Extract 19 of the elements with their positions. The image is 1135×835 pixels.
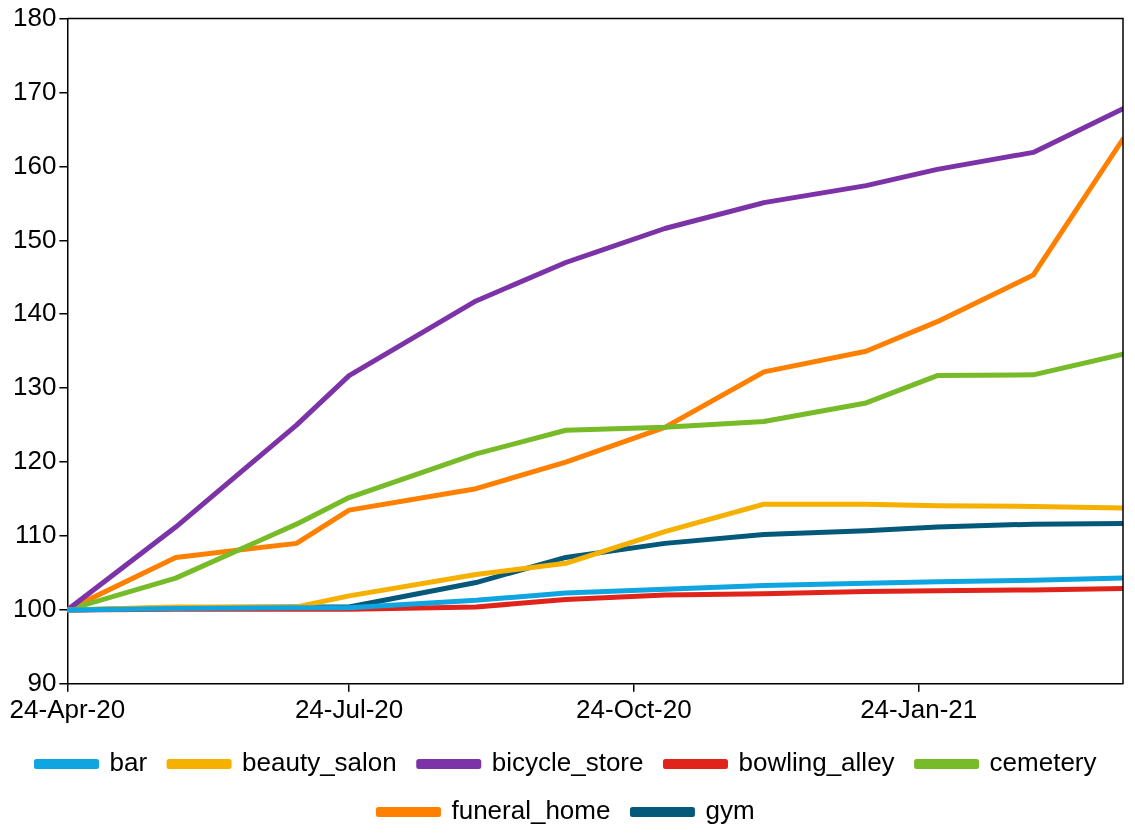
legend-label: bowling_alley bbox=[738, 747, 895, 778]
x-tick-label: 24-Jan-21 bbox=[860, 693, 978, 724]
legend-label: bicycle_store bbox=[491, 747, 644, 778]
x-tick-label: 24-Oct-20 bbox=[576, 693, 692, 724]
legend-label: gym bbox=[705, 795, 755, 826]
x-tick-label: 24-Jul-20 bbox=[294, 693, 404, 724]
legend-label: beauty_salon bbox=[242, 747, 397, 778]
y-tick-label: 100 bbox=[12, 593, 57, 624]
y-tick-label: 120 bbox=[12, 445, 57, 476]
y-tick-label: 110 bbox=[14, 519, 57, 550]
y-tick-label: 160 bbox=[12, 149, 57, 180]
y-tick-label: 140 bbox=[12, 297, 57, 328]
y-tick-label: 170 bbox=[12, 75, 57, 106]
legend-label: cemetery bbox=[989, 747, 1097, 778]
y-tick-label: 180 bbox=[12, 1, 57, 32]
legend-label: funeral_home bbox=[451, 795, 611, 826]
legend-label: bar bbox=[109, 747, 148, 778]
y-tick-label: 150 bbox=[12, 223, 57, 254]
y-tick-label: 130 bbox=[12, 371, 57, 402]
